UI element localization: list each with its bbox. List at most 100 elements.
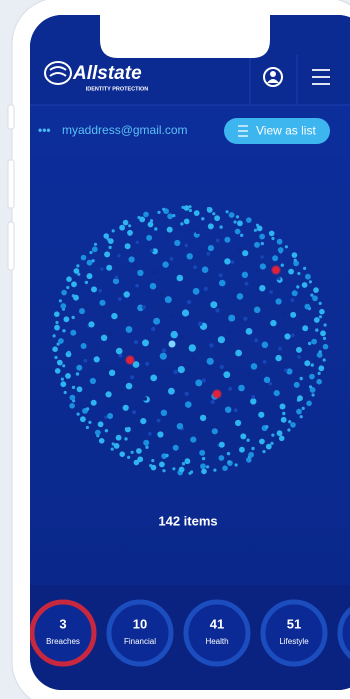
category-button[interactable]: 3 Breaches: [30, 599, 97, 667]
item-dot: [217, 336, 225, 344]
brand-name: Allstate: [72, 63, 142, 84]
item-dot: [193, 265, 197, 270]
item-dot: [85, 407, 90, 411]
item-dot: [130, 450, 134, 454]
item-dot: [84, 280, 89, 285]
item-dot: [269, 403, 274, 408]
item-dot: [296, 346, 302, 353]
item-dot: [268, 381, 273, 386]
item-dot: [278, 435, 285, 442]
item-dot: [275, 354, 282, 362]
item-dot: [86, 259, 93, 266]
item-dot: [159, 461, 165, 468]
item-dot: [307, 341, 312, 346]
item-dot: [56, 359, 63, 366]
item-dot: [290, 422, 296, 428]
item-dot: [263, 376, 271, 383]
item-dot: [160, 409, 168, 416]
item-dot: [240, 233, 244, 237]
item-dot: [137, 456, 144, 463]
item-dot: [172, 214, 176, 218]
item-dot: [270, 319, 277, 327]
item-dot: [218, 455, 225, 461]
item-dot: [176, 274, 184, 282]
item-dot: [210, 400, 215, 404]
category-button[interactable]: 51 Lifestyle: [260, 599, 328, 667]
item-dot: [98, 438, 105, 444]
screen: Allstate IDENTITY PROTECTION ••• myaddre…: [30, 15, 350, 690]
view-as-list-button[interactable]: View as list: [224, 118, 330, 144]
item-dot: [99, 299, 106, 306]
item-dot: [135, 283, 140, 288]
item-dot: [238, 246, 242, 251]
item-dot: [150, 374, 158, 382]
item-dot: [122, 404, 129, 411]
item-dot: [169, 405, 174, 410]
item-dot: [122, 219, 129, 226]
item-dot: [91, 246, 98, 253]
item-dot: [124, 437, 128, 441]
item-dot: [143, 439, 150, 446]
item-dot: [178, 466, 185, 473]
item-dot: [301, 282, 308, 288]
item-dot: [117, 254, 121, 258]
item-dot: [257, 303, 262, 308]
item-dot: [308, 385, 313, 389]
item-dot: [167, 213, 174, 220]
item-dot: [279, 403, 286, 410]
breach-dot: [212, 389, 222, 399]
item-dot: [288, 420, 292, 424]
item-dot: [290, 311, 297, 318]
item-dot: [233, 408, 238, 413]
category-button[interactable]: 10 Financial: [106, 599, 174, 667]
item-dot: [252, 416, 256, 421]
item-dot: [316, 352, 323, 358]
item-dot: [316, 378, 323, 385]
item-dot: [235, 349, 243, 357]
item-dot: [317, 371, 321, 375]
item-dot: [105, 367, 109, 371]
item-dot: [91, 259, 95, 263]
item-dot: [269, 290, 273, 294]
item-dot: [195, 230, 200, 234]
item-dot: [79, 308, 85, 315]
item-dot: [277, 247, 284, 253]
item-dot: [305, 273, 311, 280]
item-dot: [156, 418, 161, 423]
item-dot: [310, 363, 314, 367]
profile-button[interactable]: [263, 67, 283, 87]
item-dot: [318, 350, 322, 354]
item-dot: [268, 230, 275, 237]
item-dot: [173, 369, 178, 375]
account-email[interactable]: myaddress@gmail.com: [62, 123, 188, 137]
item-dot: [94, 345, 99, 350]
category-button[interactable]: 1Rea: [337, 599, 350, 667]
menu-button[interactable]: [312, 69, 330, 85]
item-dot: [149, 248, 154, 253]
item-dot: [149, 219, 154, 223]
category-label: Health: [205, 637, 228, 646]
item-dot: [137, 215, 141, 220]
category-button[interactable]: 41 Health: [183, 599, 251, 667]
item-dot: [135, 240, 139, 244]
item-dot: [259, 233, 265, 240]
item-dot: [60, 377, 64, 381]
item-dot: [318, 301, 322, 305]
item-dot: [174, 239, 181, 247]
item-dot: [124, 243, 131, 250]
item-dot: [218, 279, 226, 287]
item-dot: [100, 334, 108, 341]
item-dot: [83, 302, 88, 306]
more-dots[interactable]: •••: [38, 123, 51, 137]
item-dot: [286, 368, 293, 375]
item-dot: [218, 273, 223, 278]
item-dot: [209, 343, 214, 348]
item-dot: [322, 343, 329, 350]
item-dot: [164, 296, 172, 304]
item-dot: [310, 293, 314, 297]
item-dot: [101, 310, 106, 315]
item-dot: [145, 445, 149, 449]
item-dot: [76, 386, 83, 393]
item-dot: [71, 294, 76, 298]
item-dot: [186, 253, 193, 260]
